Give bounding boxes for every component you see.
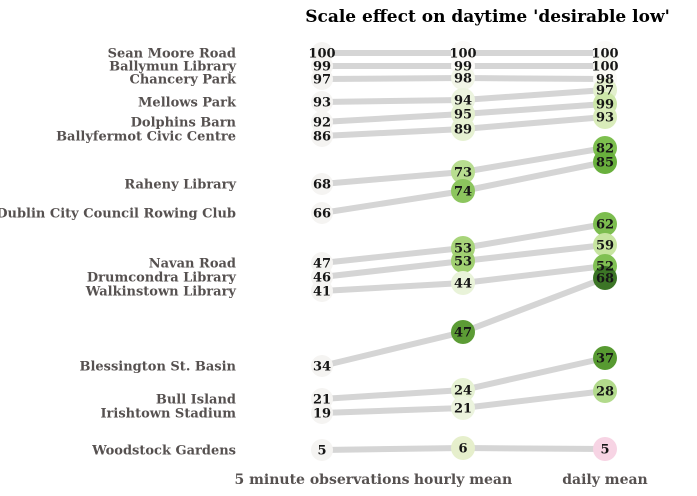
value-label: 24 [454, 384, 472, 399]
value-node [593, 105, 617, 129]
row-label: Navan Road [149, 257, 236, 272]
value-node [593, 150, 617, 174]
value-label: 21 [454, 402, 472, 417]
value-node [451, 66, 475, 90]
value-node [311, 439, 333, 461]
value-node [311, 173, 333, 195]
value-node [593, 437, 617, 461]
value-label: 99 [454, 60, 472, 75]
value-label: 98 [454, 72, 472, 87]
row-label: Raheny Library [124, 178, 236, 193]
value-node [311, 355, 333, 377]
value-label: 5 [317, 444, 326, 459]
value-label: 99 [596, 98, 614, 113]
value-label: 19 [313, 407, 331, 422]
value-label: 53 [454, 242, 472, 257]
value-label: 94 [454, 94, 472, 109]
value-label: 44 [454, 277, 472, 292]
chart-title: Scale effect on daytime 'desirable low' [305, 7, 670, 27]
value-label: 46 [313, 271, 331, 286]
value-node [311, 68, 333, 90]
value-node [593, 379, 617, 403]
value-label: 47 [313, 257, 331, 272]
value-label: 93 [313, 96, 331, 111]
value-label: 53 [454, 255, 472, 270]
row-label: Mellows Park [138, 96, 237, 111]
value-label: 100 [591, 60, 618, 75]
value-label: 73 [454, 166, 472, 181]
value-label: 68 [313, 178, 331, 193]
value-label: 62 [596, 218, 614, 233]
value-node [451, 378, 475, 402]
value-label: 98 [596, 73, 614, 88]
row-label: Ballymun Library [109, 60, 236, 75]
value-label: 100 [591, 47, 618, 62]
value-label: 59 [596, 239, 614, 254]
value-node [593, 212, 617, 236]
row-label: Chancery Park [130, 73, 237, 88]
row-label: Blessington St. Basin [79, 360, 236, 375]
value-node [593, 266, 617, 290]
value-node [451, 320, 475, 344]
value-label: 85 [596, 156, 614, 171]
row-label: Ballyfermot Civic Centre [56, 130, 236, 145]
value-node [311, 202, 333, 224]
value-label: 92 [313, 116, 331, 131]
column-axis-label: daily mean [562, 472, 647, 488]
value-label: 68 [596, 272, 614, 287]
value-node [451, 271, 475, 295]
row-label: Walkinstown Library [85, 285, 237, 300]
value-label: 97 [313, 73, 331, 88]
value-label: 34 [313, 360, 331, 375]
value-label: 97 [596, 84, 614, 99]
value-label: 89 [454, 123, 472, 138]
value-node [311, 91, 333, 113]
slope-nodes-layer [311, 41, 617, 461]
row-label: Sean Moore Road [108, 47, 236, 62]
value-label: 93 [596, 111, 614, 126]
value-label: 82 [596, 142, 614, 157]
value-node [593, 233, 617, 257]
value-label: 5 [600, 443, 609, 458]
column-axis-label: hourly mean [414, 472, 512, 488]
value-node [311, 280, 333, 302]
row-label: Irishtown Stadium [100, 407, 236, 422]
value-label: 37 [596, 352, 614, 367]
value-label: 66 [313, 207, 331, 222]
value-node [451, 117, 475, 141]
value-label: 99 [313, 60, 331, 75]
value-node [451, 160, 475, 184]
value-node [593, 346, 617, 370]
value-node [311, 125, 333, 147]
row-label: Bull Island [156, 393, 236, 408]
value-label: 47 [454, 326, 472, 341]
row-label: Dublin City Council Rowing Club [0, 207, 236, 222]
value-label: 28 [596, 385, 614, 400]
column-axis-label: 5 minute observations [234, 472, 409, 488]
value-node [451, 396, 475, 420]
row-label: Drumcondra Library [87, 271, 237, 286]
value-node [451, 179, 475, 203]
value-node [451, 436, 475, 460]
value-node [311, 402, 333, 424]
value-node [451, 249, 475, 273]
value-label: 86 [313, 130, 331, 145]
value-label: 6 [458, 442, 467, 457]
row-label: Dolphins Barn [131, 116, 237, 131]
value-label: 74 [454, 185, 472, 200]
value-label: 52 [596, 260, 614, 275]
value-label: 41 [313, 285, 331, 300]
value-label: 21 [313, 393, 331, 408]
value-label: 95 [454, 108, 472, 123]
value-label: 100 [308, 47, 335, 62]
row-label: Woodstock Gardens [91, 444, 236, 459]
value-label: 100 [449, 47, 476, 62]
